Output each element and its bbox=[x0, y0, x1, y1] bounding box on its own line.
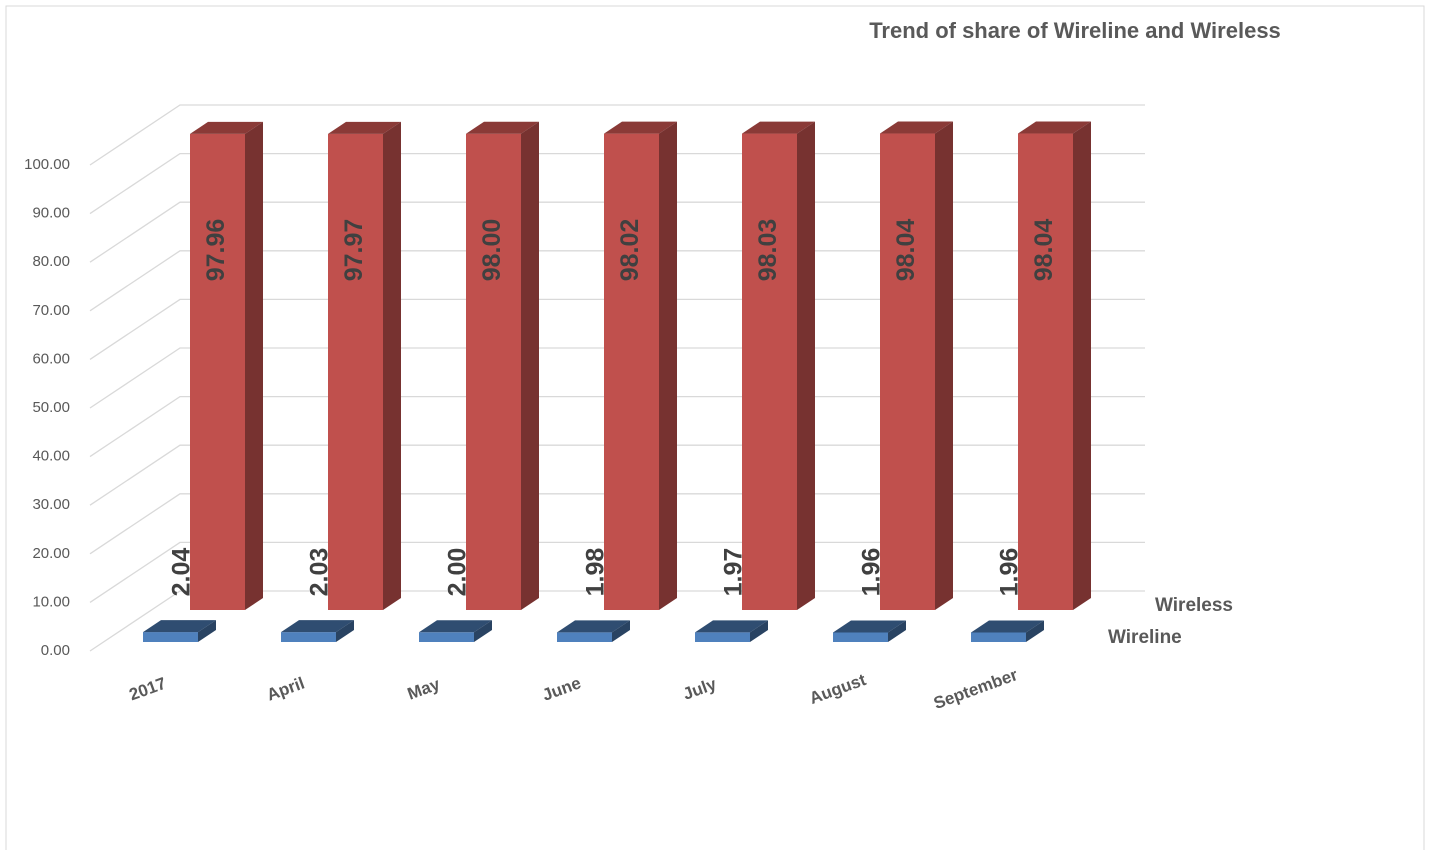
grid-line bbox=[89, 541, 1145, 603]
chart-title: Trend of share of Wireline and Wireless bbox=[869, 18, 1281, 43]
series-label: Wireless bbox=[1155, 595, 1233, 616]
bar bbox=[1018, 121, 1091, 610]
y-tick-label: 90.00 bbox=[32, 205, 70, 222]
bar-side bbox=[935, 121, 953, 610]
bar bbox=[695, 620, 768, 642]
y-tick-label: 10.00 bbox=[32, 593, 70, 610]
bar-top bbox=[281, 620, 354, 633]
bar-top bbox=[466, 121, 539, 134]
y-tick-label: 60.00 bbox=[32, 350, 70, 367]
data-label: 98.02 bbox=[616, 219, 644, 282]
bar-front bbox=[880, 133, 935, 610]
grid-line bbox=[89, 493, 1145, 555]
bar bbox=[190, 121, 263, 610]
grid-line bbox=[89, 590, 1145, 652]
data-label: 97.96 bbox=[202, 219, 230, 282]
bar-side bbox=[1073, 121, 1091, 610]
data-label: 98.03 bbox=[754, 219, 782, 282]
bar-front bbox=[190, 133, 245, 610]
grid-line bbox=[89, 250, 1145, 312]
bar bbox=[281, 620, 354, 642]
bar-top bbox=[971, 620, 1044, 633]
bar-front bbox=[833, 632, 888, 642]
bar bbox=[833, 620, 906, 642]
bar bbox=[328, 121, 401, 611]
y-tick-label: 30.00 bbox=[32, 496, 70, 513]
grid-line bbox=[89, 395, 1145, 458]
grid-line bbox=[89, 152, 1145, 215]
bar-top bbox=[190, 121, 263, 134]
data-label: 98.04 bbox=[1030, 219, 1058, 282]
y-tick-label: 80.00 bbox=[32, 253, 70, 270]
bar-front bbox=[143, 632, 198, 642]
bar-front bbox=[604, 133, 659, 610]
bar-side bbox=[198, 620, 216, 642]
grid-line bbox=[89, 298, 1145, 360]
bar bbox=[143, 620, 216, 642]
bar-top bbox=[833, 620, 906, 633]
y-tick-label: 0.00 bbox=[41, 642, 70, 659]
grid-line bbox=[89, 201, 1145, 263]
bar-side bbox=[521, 121, 539, 610]
bar-front bbox=[557, 632, 612, 642]
y-tick-label: 20.00 bbox=[32, 545, 70, 562]
bar-front bbox=[695, 632, 750, 642]
bar-top bbox=[419, 620, 492, 633]
bar-side bbox=[797, 121, 815, 610]
bar-front bbox=[466, 133, 521, 610]
series-label: Wireline bbox=[1108, 627, 1182, 648]
bar-side bbox=[383, 121, 401, 611]
bar bbox=[742, 121, 815, 610]
bar-side bbox=[612, 620, 630, 642]
bar bbox=[971, 620, 1044, 642]
bar-side bbox=[245, 121, 263, 610]
bar-top bbox=[557, 620, 630, 633]
bar-top bbox=[742, 121, 815, 134]
bar bbox=[557, 620, 630, 642]
y-tick-label: 100.00 bbox=[24, 156, 70, 173]
bar bbox=[466, 121, 539, 610]
bar-front bbox=[419, 632, 474, 642]
bar bbox=[604, 121, 677, 610]
bar-front bbox=[1018, 133, 1073, 610]
grid-line bbox=[89, 347, 1145, 409]
bar-front bbox=[971, 632, 1026, 642]
data-label: 98.04 bbox=[892, 219, 920, 282]
bar-side bbox=[888, 620, 906, 642]
bar-top bbox=[328, 121, 401, 134]
bar-top bbox=[695, 620, 768, 633]
bar-side bbox=[750, 620, 768, 642]
bar-side bbox=[336, 620, 354, 642]
bar-top bbox=[143, 620, 216, 633]
data-label: 97.97 bbox=[340, 219, 368, 282]
bar-front bbox=[281, 632, 336, 642]
bar-front bbox=[328, 133, 383, 611]
bar-side bbox=[1026, 620, 1044, 642]
bar-top bbox=[880, 121, 953, 134]
bar-top bbox=[1018, 121, 1091, 134]
y-tick-label: 40.00 bbox=[32, 448, 70, 465]
bar-top bbox=[604, 121, 677, 134]
grid-line bbox=[89, 444, 1145, 506]
bar bbox=[419, 620, 492, 642]
bar-side bbox=[474, 620, 492, 642]
bar bbox=[880, 121, 953, 610]
data-label: 98.00 bbox=[478, 219, 506, 282]
bar-side bbox=[659, 121, 677, 610]
grid-line bbox=[89, 104, 1145, 166]
y-tick-label: 50.00 bbox=[32, 399, 70, 416]
bar-front bbox=[742, 133, 797, 610]
y-tick-label: 70.00 bbox=[32, 302, 70, 319]
